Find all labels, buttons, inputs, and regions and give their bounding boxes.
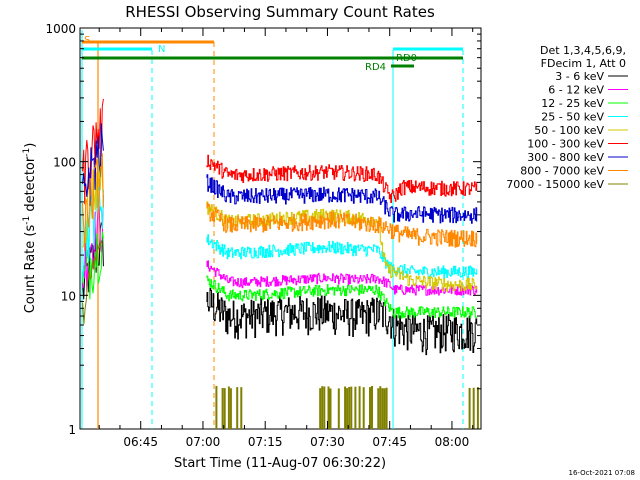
high-energy-bar [240, 387, 243, 429]
high-energy-bar [377, 388, 380, 429]
series-line [206, 154, 478, 203]
y-tick-label: 1000 [45, 22, 76, 36]
series-line [206, 275, 478, 319]
high-energy-bar [229, 388, 232, 429]
observing-state-lines [81, 30, 464, 429]
high-energy-bar [327, 386, 330, 429]
x-tick-label: 07:15 [248, 435, 283, 449]
high-energy-bar [344, 386, 347, 429]
high-energy-bar [221, 388, 224, 429]
high-energy-bar [223, 388, 226, 429]
high-energy-bar [354, 386, 357, 429]
high-energy-bar [381, 388, 384, 429]
y-axis-label-end: ) [23, 143, 38, 148]
legend-label: 7000 - 15000 keV [506, 178, 604, 191]
legend-header-line1: Det 1,3,4,5,6,9, [540, 44, 626, 57]
high-energy-bar [358, 386, 361, 429]
series-line [206, 234, 478, 279]
x-tick-label: 07:00 [186, 435, 221, 449]
chart-title: RHESSI Observing Summary Count Rates [125, 3, 435, 21]
y-tick-label: 1 [68, 423, 76, 437]
high-energy-bars [82, 239, 479, 429]
annotation-rd0: RD0 [396, 53, 417, 64]
legend-header-line2: FDecim 1, Att 0 [541, 57, 626, 70]
high-energy-bar [476, 387, 479, 429]
high-energy-bar [323, 386, 326, 429]
series-line [206, 174, 478, 224]
y-axis-ticks: 1 10 100 1000 [45, 22, 481, 437]
high-energy-bar [369, 387, 371, 429]
plot-area [79, 27, 482, 430]
series-line-early [82, 194, 104, 292]
y-tick-label: 100 [53, 156, 76, 170]
high-energy-bar [215, 385, 218, 429]
high-energy-bar [468, 387, 471, 429]
series-line-early [82, 231, 104, 300]
legend-label: 25 - 50 keV [541, 111, 604, 124]
high-energy-bar [329, 388, 332, 429]
legend-label: 50 - 100 keV [534, 124, 604, 137]
x-axis-ticks: 06:45 07:00 07:15 07:30 07:45 08:00 [98, 28, 474, 449]
render-timestamp: 16-Oct-2021 07:08 [569, 469, 635, 477]
high-energy-bar [337, 388, 340, 429]
high-energy-bar [350, 386, 353, 429]
legend-label: 300 - 800 keV [527, 151, 604, 164]
annotations: S N RD4 RD0 [84, 35, 417, 73]
legend-label: 12 - 25 keV [541, 97, 604, 110]
annotation-s: S [84, 35, 90, 46]
legend-label: 800 - 7000 keV [520, 165, 604, 178]
high-energy-bar [371, 386, 373, 429]
high-energy-bar [472, 387, 475, 429]
high-energy-bar [319, 388, 322, 429]
y-axis-label-sup2: -1 [22, 148, 32, 157]
series-line-early-olive [82, 239, 103, 325]
y-axis-label-sup1: -1 [22, 216, 32, 225]
annotation-rd4: RD4 [365, 62, 386, 73]
high-energy-bar [383, 388, 386, 429]
x-tick-label: 07:30 [310, 435, 345, 449]
high-energy-bar [346, 388, 349, 429]
high-energy-bar [348, 386, 351, 429]
high-energy-bar [362, 387, 365, 429]
high-energy-bar [379, 386, 382, 429]
series-layer [82, 98, 478, 356]
series-line-early [82, 98, 104, 205]
series-line-early [82, 153, 104, 252]
x-tick-label: 06:45 [123, 435, 158, 449]
series-line [206, 288, 478, 356]
high-energy-bar [236, 387, 239, 429]
high-energy-bar [227, 386, 230, 429]
y-axis-label: Count Rate (s-1 detector-1) [22, 143, 38, 314]
x-axis-label: Start Time (11-Aug-07 06:30:22) [174, 456, 386, 471]
high-energy-bar [321, 386, 324, 429]
annotation-n: N [158, 44, 165, 55]
series-line [206, 202, 478, 248]
plot-frame [79, 27, 482, 430]
y-tick-label: 10 [61, 289, 76, 303]
x-tick-label: 08:00 [435, 435, 470, 449]
svg-text:Count Rate (s-1 detector-1): Count Rate (s-1 detector-1) [22, 143, 38, 314]
legend-label: 6 - 12 keV [548, 84, 604, 97]
high-energy-bar [385, 387, 388, 429]
y-axis-label-mid: detector [23, 156, 38, 216]
y-axis-label-main: Count Rate (s [23, 225, 38, 314]
series-line [206, 260, 478, 296]
legend-label: 3 - 6 keV [555, 70, 604, 83]
legend: Det 1,3,4,5,6,9, FDecim 1, Att 0 3 - 6 k… [506, 44, 628, 191]
x-tick-label: 07:45 [372, 435, 407, 449]
legend-label: 100 - 300 keV [527, 138, 604, 151]
